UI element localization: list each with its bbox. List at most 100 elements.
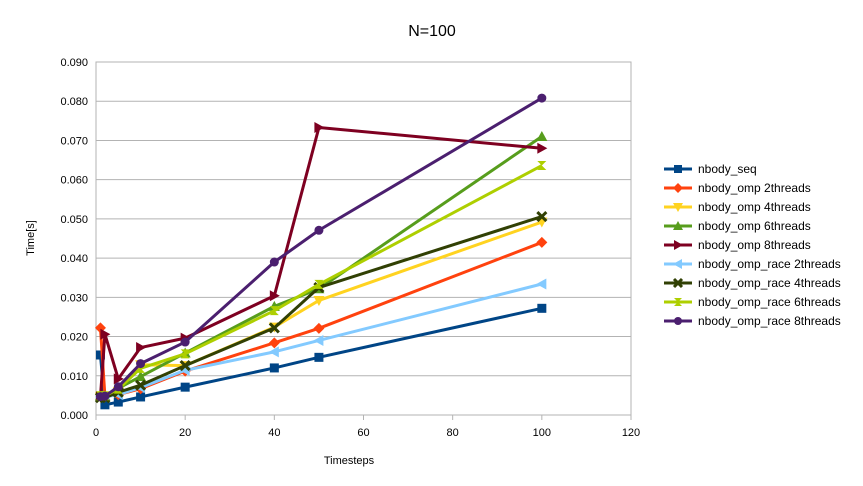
data-point bbox=[113, 382, 123, 392]
data-point bbox=[537, 93, 547, 103]
data-point bbox=[135, 379, 147, 391]
data-point bbox=[536, 236, 548, 248]
y-tick-label: 0.040 bbox=[60, 253, 88, 265]
data-point bbox=[536, 210, 548, 223]
x-tick-label: 20 bbox=[179, 427, 191, 439]
x-tick-label: 100 bbox=[533, 427, 551, 439]
legend-label: nbody_omp_race 4threads bbox=[698, 276, 841, 290]
y-tick-label: 0.030 bbox=[60, 292, 88, 304]
y-tick-label: 0.050 bbox=[60, 214, 88, 226]
data-point bbox=[100, 400, 110, 410]
data-point bbox=[268, 346, 279, 358]
data-point bbox=[537, 142, 548, 154]
legend-label: nbody_omp_race 8threads bbox=[698, 314, 841, 328]
y-tick-label: 0.090 bbox=[60, 57, 88, 69]
data-point bbox=[537, 161, 547, 171]
data-point bbox=[313, 295, 325, 306]
data-point bbox=[269, 306, 279, 316]
legend-label: nbody_omp_race 2threads bbox=[698, 257, 841, 271]
axis-ticks: 0.000 0.010 0.020 0.030 0.040 0.050 0.060 0.070… bbox=[60, 57, 640, 439]
data-point bbox=[179, 360, 191, 372]
data-point bbox=[673, 203, 683, 212]
data-point bbox=[314, 279, 324, 289]
data-point bbox=[314, 225, 324, 235]
plot-area bbox=[95, 61, 632, 416]
data-point bbox=[536, 131, 548, 142]
data-point bbox=[673, 183, 683, 193]
data-point bbox=[314, 122, 325, 134]
legend-item: nbody_seq bbox=[664, 162, 757, 176]
y-tick-label: 0.000 bbox=[60, 410, 88, 422]
x-tick-label: 120 bbox=[622, 427, 640, 439]
legend-label: nbody_seq bbox=[698, 162, 757, 176]
data-point bbox=[113, 373, 124, 385]
data-point bbox=[180, 337, 190, 347]
y-tick-label: 0.080 bbox=[60, 96, 88, 108]
legend-item: nbody_omp_race 4threads bbox=[664, 276, 841, 290]
x-tick-label: 40 bbox=[268, 427, 280, 439]
data-point bbox=[313, 334, 324, 346]
y-tick-label: 0.070 bbox=[60, 135, 88, 147]
data-point bbox=[136, 392, 146, 402]
data-point-stroke bbox=[268, 322, 280, 334]
data-point bbox=[537, 303, 547, 313]
y-tick-label: 0.060 bbox=[60, 175, 88, 187]
legend-item: nbody_omp_race 8threads bbox=[664, 314, 841, 328]
series-nbody-omp-race-4threads bbox=[94, 210, 548, 404]
data-point bbox=[136, 342, 147, 354]
y-tick-label: 0.010 bbox=[60, 371, 88, 383]
series-nbody-omp-race-8threads bbox=[95, 93, 547, 402]
legend-item: nbody_omp 2threads bbox=[664, 181, 811, 195]
data-point bbox=[268, 322, 280, 334]
series-line bbox=[100, 215, 543, 400]
data-point bbox=[136, 359, 146, 369]
data-point-stroke bbox=[179, 360, 191, 372]
y-tick-label: 0.020 bbox=[60, 332, 88, 344]
legend-label: nbody_omp 2threads bbox=[698, 181, 811, 195]
y-axis-title: Time[s] bbox=[25, 220, 37, 256]
data-point bbox=[100, 391, 110, 401]
series-line bbox=[98, 126, 542, 397]
legend-label: nbody_omp 6threads bbox=[698, 219, 811, 233]
data-point bbox=[113, 397, 123, 407]
x-tick-label: 60 bbox=[357, 427, 369, 439]
gridlines bbox=[96, 61, 631, 416]
data-point bbox=[269, 363, 279, 373]
data-point bbox=[269, 290, 280, 302]
data-point bbox=[135, 371, 147, 382]
series-nbody-omp-8threads bbox=[95, 122, 548, 403]
data-point bbox=[313, 322, 325, 334]
data-point bbox=[314, 352, 324, 362]
x-tick-label: 0 bbox=[93, 427, 99, 439]
legend-item: nbody_omp 4threads bbox=[664, 200, 811, 214]
data-point-stroke bbox=[536, 210, 548, 223]
data-point bbox=[674, 298, 682, 306]
data-point bbox=[672, 277, 684, 289]
data-point bbox=[95, 350, 105, 360]
data-point bbox=[180, 382, 190, 392]
data-point bbox=[269, 257, 279, 267]
legend-label: nbody_omp 4threads bbox=[698, 200, 811, 214]
series-nbody-seq bbox=[95, 303, 547, 410]
data-point bbox=[673, 259, 682, 269]
data-point bbox=[673, 221, 683, 230]
series-layer bbox=[94, 93, 548, 410]
legend-item: nbody_omp_race 2threads bbox=[664, 257, 841, 271]
data-point bbox=[674, 165, 682, 173]
legend-item: nbody_omp 8threads bbox=[664, 238, 811, 252]
x-tick-label: 80 bbox=[447, 427, 459, 439]
legend: nbody_seq nbody_omp 2threads nbody_omp 4th… bbox=[664, 162, 841, 328]
x-axis-title: Timesteps bbox=[324, 455, 375, 467]
legend-label: nbody_omp_race 6threads bbox=[698, 295, 841, 309]
data-point bbox=[268, 337, 280, 349]
data-point bbox=[536, 278, 547, 290]
data-point bbox=[674, 240, 683, 250]
data-point-stroke bbox=[135, 379, 147, 391]
legend-item: nbody_omp_race 6threads bbox=[664, 295, 841, 309]
data-point-stroke bbox=[672, 277, 684, 289]
data-point bbox=[100, 328, 111, 340]
chart-title: N=100 bbox=[408, 23, 456, 40]
data-point bbox=[674, 317, 682, 325]
legend-label: nbody_omp 8threads bbox=[698, 238, 811, 252]
